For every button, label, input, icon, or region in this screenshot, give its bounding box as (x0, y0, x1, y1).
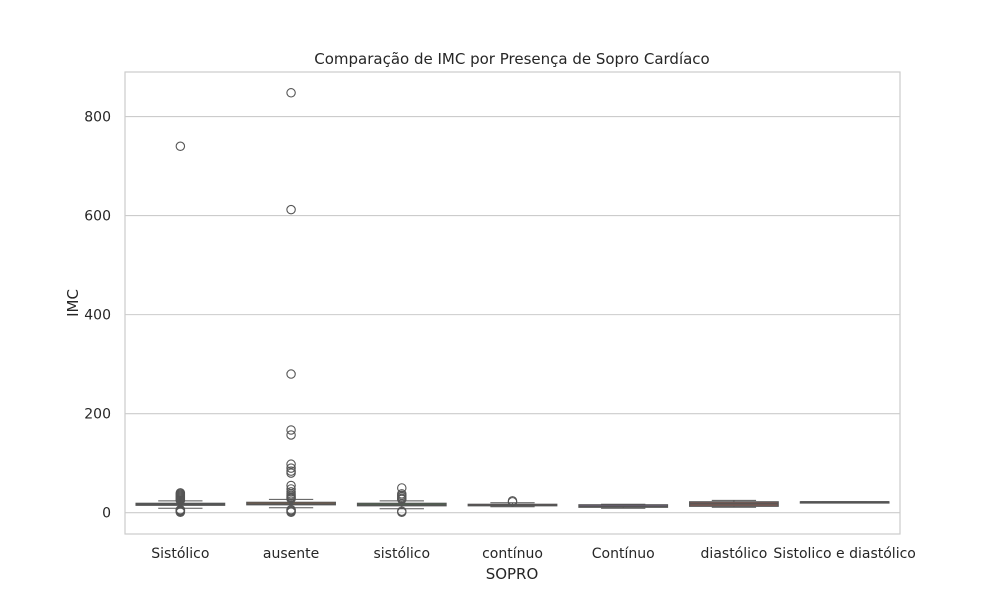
grid-layer (125, 116, 900, 514)
box-6 (689, 499, 779, 508)
y-tick-label: 0 (102, 506, 111, 522)
chart-title: Comparação de IMC por Presença de Sopro … (314, 50, 709, 68)
y-axis-label: IMC (64, 289, 82, 317)
outlier-point (286, 463, 296, 473)
outlier-point (286, 494, 296, 504)
plot-frame (124, 71, 901, 535)
outlier-point (286, 430, 296, 440)
outlier-point (286, 507, 296, 517)
x-tick-label: Sistolico e diastólico (773, 546, 915, 562)
box-2 (246, 88, 336, 517)
y-tick-label: 200 (84, 407, 111, 423)
box-3 (356, 483, 447, 517)
box-layer (135, 88, 890, 517)
x-tick-label: Sistólico (151, 546, 209, 562)
box-4 (467, 496, 558, 508)
outlier-point (397, 494, 407, 505)
x-axis-label: SOPRO (486, 565, 539, 583)
y-tick-label: 600 (84, 209, 111, 225)
x-tick-label: diastólico (701, 546, 768, 562)
box-7 (799, 501, 890, 504)
outlier-point (175, 141, 186, 152)
outlier-point (286, 425, 296, 435)
outlier-point (286, 88, 296, 98)
box-1 (135, 141, 226, 517)
y-tick-label: 400 (84, 308, 111, 324)
y-tick-label: 800 (84, 110, 111, 126)
tick-layer: 0 200 400 600 800 Sistólico ausente sistólico co… (84, 110, 916, 562)
outlier-point (286, 468, 296, 478)
outlier-point (286, 204, 296, 215)
outlier-point (507, 497, 518, 507)
outlier-point (397, 507, 407, 517)
outlier-point (175, 507, 186, 517)
x-tick-label: Contínuo (592, 546, 655, 562)
x-tick-label: ausente (263, 546, 319, 562)
outlier-point (175, 495, 186, 506)
outlier-point (286, 369, 296, 379)
x-tick-label: sistólico (373, 546, 430, 562)
box-5 (578, 503, 669, 509)
x-tick-label: contínuo (482, 546, 543, 562)
